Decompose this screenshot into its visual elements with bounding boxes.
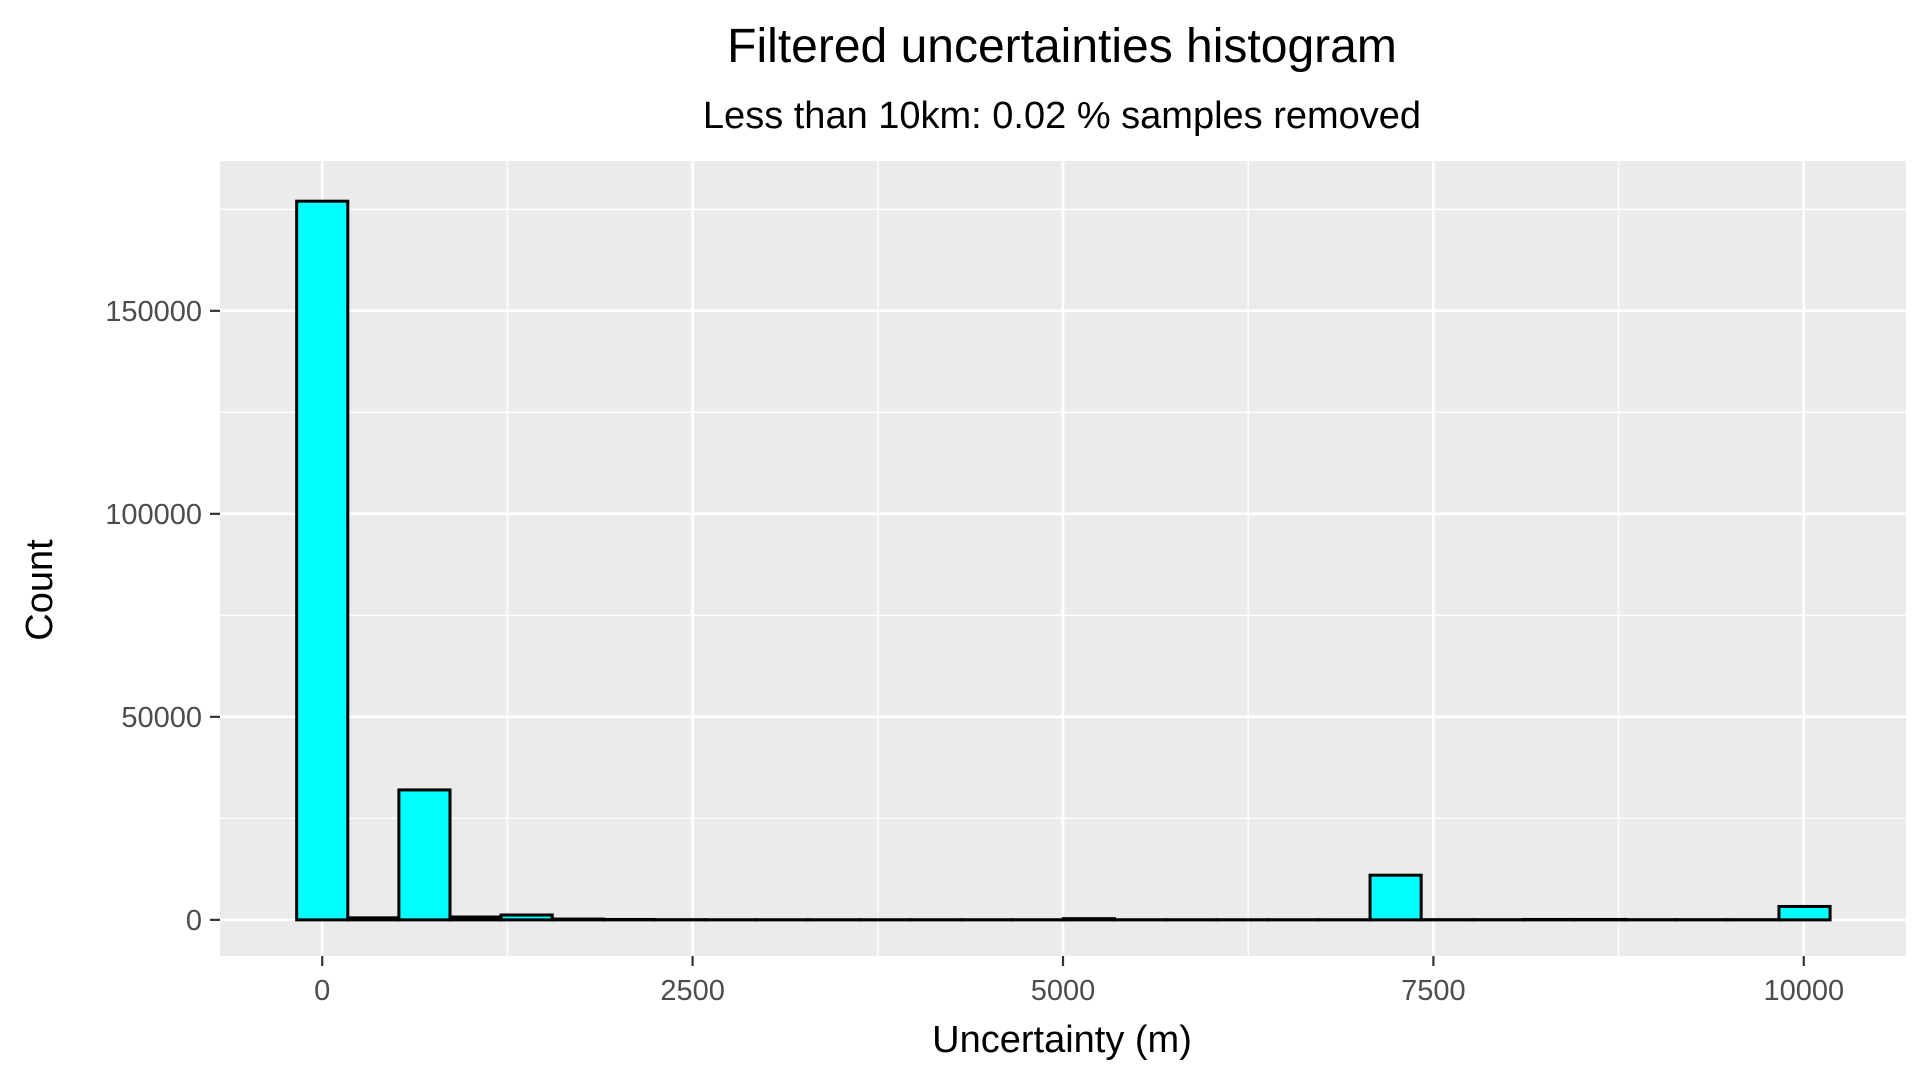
histogram-bar bbox=[1061, 917, 1116, 922]
histogram-bars bbox=[295, 199, 1832, 922]
x-tick-label: 2500 bbox=[660, 975, 725, 1007]
x-tick-label: 10000 bbox=[1763, 975, 1844, 1007]
y-axis: 0 50000 100000 150000 bbox=[105, 296, 220, 937]
y-tick-label: 0 bbox=[186, 905, 202, 937]
histogram-bar bbox=[448, 915, 503, 922]
y-tick-label: 50000 bbox=[121, 702, 202, 734]
y-tick-label: 150000 bbox=[105, 296, 202, 328]
y-tick-label: 100000 bbox=[105, 499, 202, 531]
chart-title: Filtered uncertainties histogram bbox=[727, 20, 1397, 73]
x-tick-label: 0 bbox=[314, 975, 330, 1007]
x-axis: 0 2500 5000 7500 10000 bbox=[314, 956, 1844, 1007]
y-axis-title: Count bbox=[19, 539, 61, 641]
histogram-bar bbox=[295, 199, 350, 922]
histogram-bar bbox=[1777, 904, 1832, 922]
histogram-bar bbox=[397, 788, 452, 922]
histogram-bar bbox=[1368, 873, 1423, 922]
x-axis-title: Uncertainty (m) bbox=[932, 1019, 1192, 1061]
x-tick-label: 5000 bbox=[1031, 975, 1096, 1007]
chart-subtitle: Less than 10km: 0.02 % samples removed bbox=[703, 95, 1421, 137]
histogram-bar bbox=[550, 917, 605, 922]
histogram-bar bbox=[346, 916, 401, 922]
x-tick-label: 7500 bbox=[1401, 975, 1466, 1007]
histogram-bar bbox=[499, 913, 554, 922]
